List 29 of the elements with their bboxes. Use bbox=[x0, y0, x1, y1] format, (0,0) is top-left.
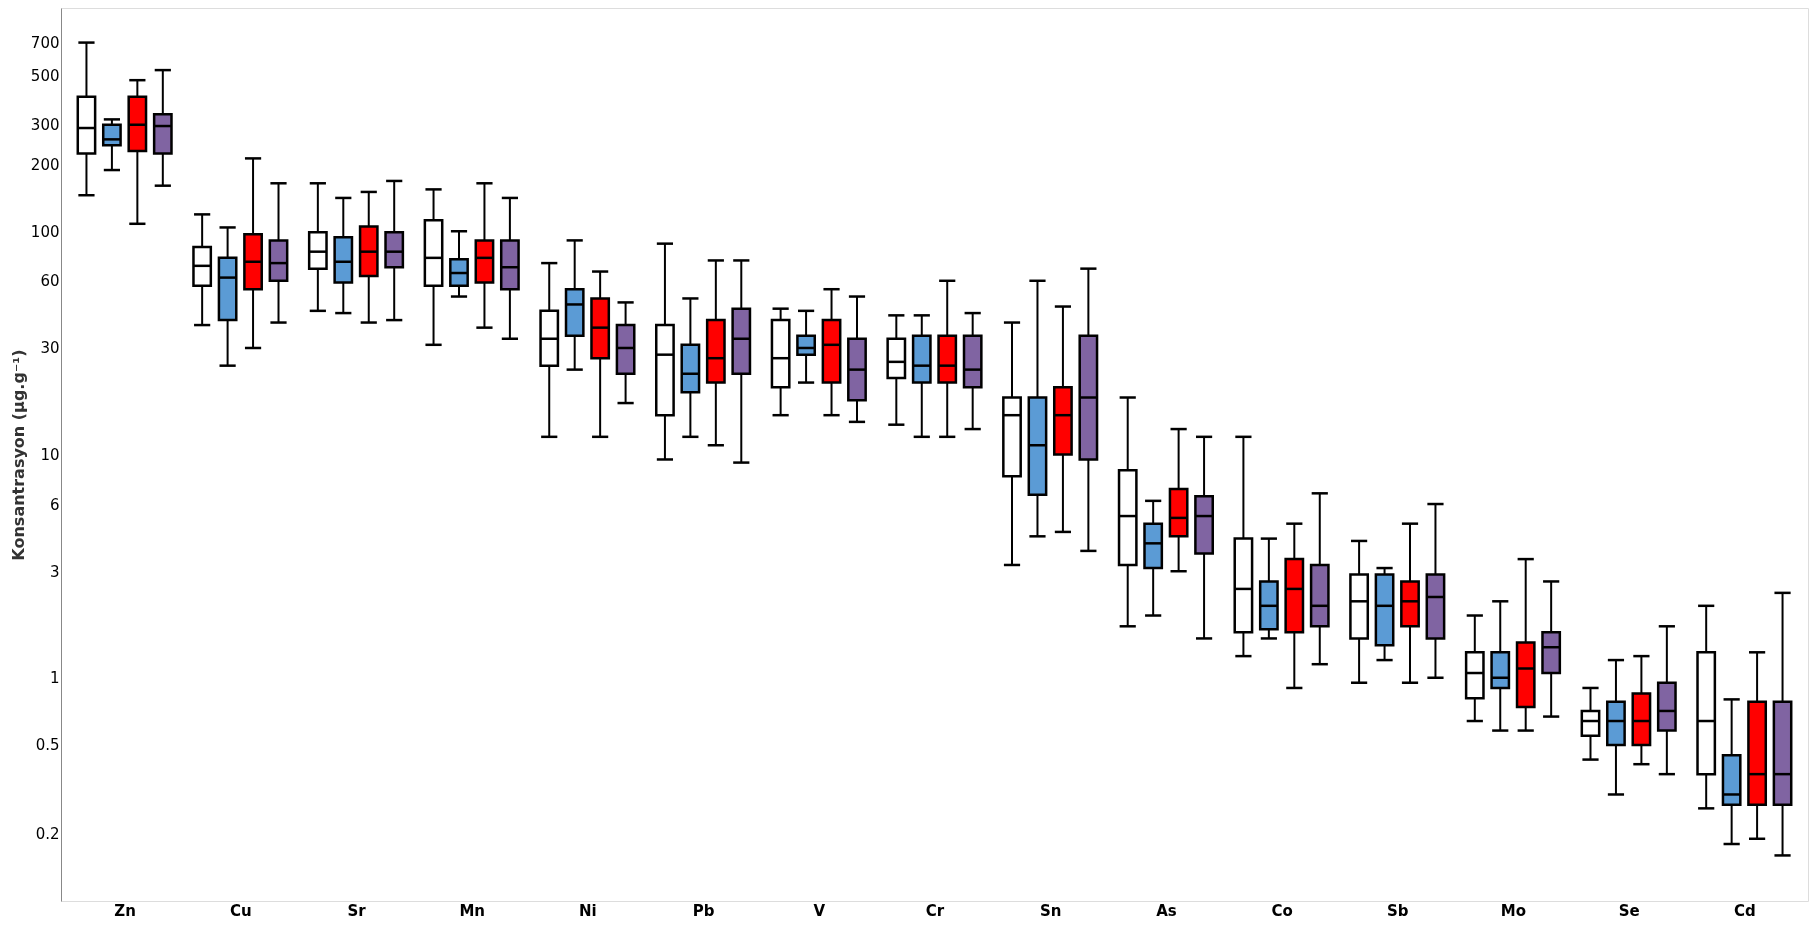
x-tick-label: Cu bbox=[229, 901, 252, 920]
x-tick-label: As bbox=[1156, 901, 1177, 920]
x-tick-label: V bbox=[813, 901, 826, 920]
x-tick-label: Sn bbox=[1039, 901, 1062, 920]
y-tick-label: 0.2 bbox=[35, 825, 60, 844]
y-tick-label: 100 bbox=[30, 222, 60, 241]
y-tick-label: 6 bbox=[49, 495, 60, 514]
x-tick-label: Cr bbox=[925, 901, 945, 920]
x-tick-label: Sb bbox=[1387, 901, 1409, 920]
y-tick-label: 200 bbox=[30, 155, 60, 174]
x-tick-label: Cd bbox=[1733, 901, 1756, 920]
y-tick-label: 0.5 bbox=[35, 736, 60, 755]
y-tick-label: 500 bbox=[30, 66, 60, 85]
y-tick-label: 30 bbox=[40, 339, 60, 358]
x-tick-label: Co bbox=[1271, 901, 1293, 920]
y-tick-label: 1 bbox=[49, 669, 60, 688]
y-tick-label: 10 bbox=[40, 446, 60, 464]
x-tick-label: Mn bbox=[459, 901, 486, 920]
x-tick-label: Zn bbox=[114, 901, 136, 920]
y-tick-label: 300 bbox=[30, 116, 60, 135]
y-tick-label: 3 bbox=[49, 562, 60, 581]
x-tick-label: Mo bbox=[1500, 901, 1527, 920]
y-tick-label: 700 bbox=[30, 34, 60, 53]
y-tick-label: 60 bbox=[40, 272, 60, 291]
y-axis-title: Konsantrasyon (µg.g⁻¹) bbox=[8, 349, 28, 561]
x-tick-label: Se bbox=[1618, 901, 1640, 920]
x-tick-label: Ni bbox=[579, 901, 597, 920]
x-tick-label: Sr bbox=[347, 901, 367, 920]
x-tick-label: Pb bbox=[692, 901, 715, 920]
